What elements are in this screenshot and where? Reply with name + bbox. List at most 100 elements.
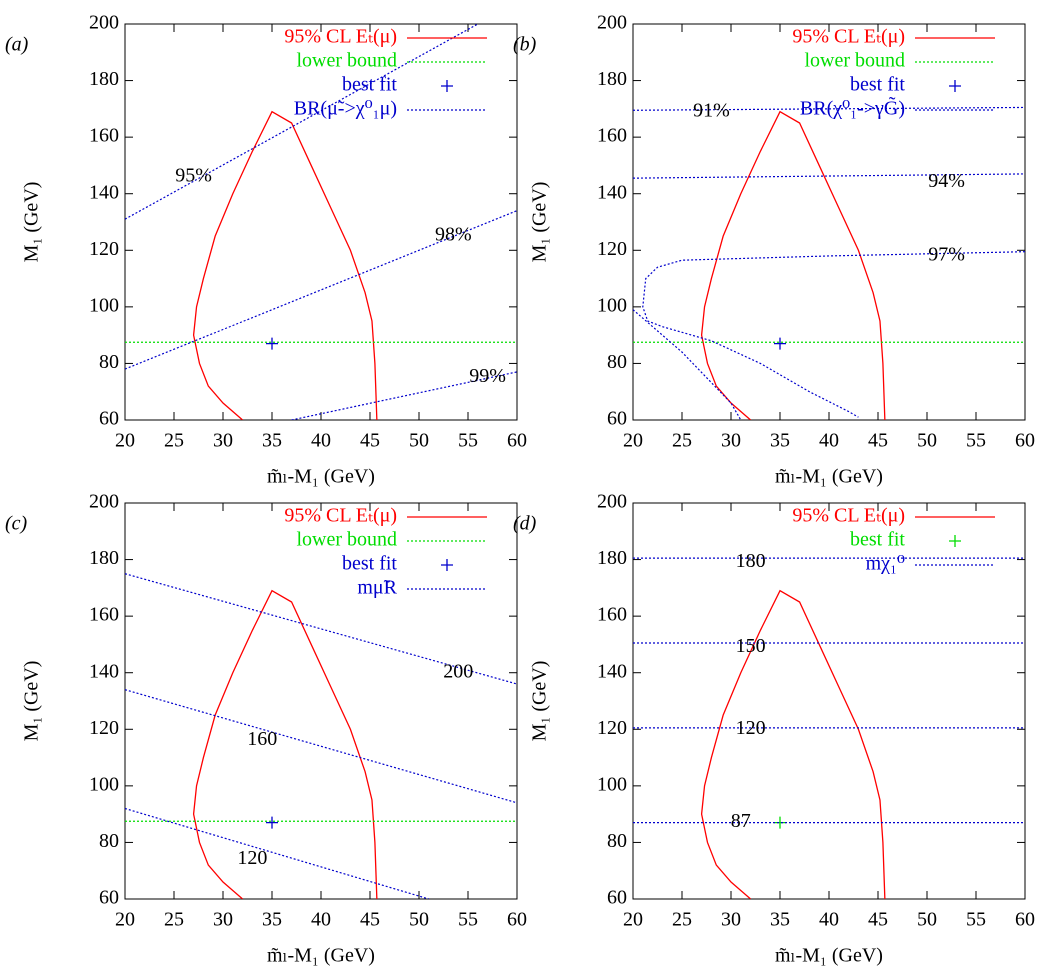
series-line	[192, 589, 378, 899]
y-tick-label: 180	[597, 68, 627, 90]
panel-label: (c)	[5, 513, 28, 535]
panel-label: (a)	[5, 34, 29, 56]
legend-label: 95% CL Eₜ(μ)	[792, 26, 905, 48]
series-line	[125, 807, 429, 899]
x-tick-label: 40	[819, 909, 839, 931]
series-line	[633, 309, 742, 420]
x-tick-label: 40	[311, 909, 331, 931]
plot-area	[633, 106, 1025, 420]
point-marker	[441, 559, 453, 571]
series-line	[633, 106, 1025, 111]
point-marker	[774, 816, 786, 829]
x-tick-label: 25	[164, 909, 184, 931]
x-tick-label: 30	[213, 909, 233, 931]
contour-label: 180	[736, 550, 766, 572]
series-line	[125, 24, 479, 220]
x-tick-label: 50	[409, 430, 429, 452]
y-tick-label: 80	[607, 351, 627, 373]
plot-frame	[124, 23, 518, 421]
panel: 20 25 30 35 40 45 50 55 60 60 80 100 120 140 160 180 200…	[513, 491, 1035, 967]
y-tick-label: 160	[597, 125, 627, 147]
y-tick-label: 80	[99, 830, 119, 852]
panel: 20 25 30 35 40 45 50 55 60 60 80 100 120 140 160 180 200…	[5, 491, 527, 967]
y-tick-label: 140	[89, 181, 119, 203]
contour-label: 150	[736, 635, 766, 657]
x-tick-label: 60	[507, 430, 527, 452]
x-tick-label: 40	[311, 430, 331, 452]
plot-area	[125, 573, 517, 899]
y-tick-label: 200	[597, 12, 627, 34]
x-tick-label: 35	[770, 909, 790, 931]
point-marker	[266, 816, 278, 829]
y-tick-label: 120	[89, 238, 119, 260]
y-tick-label: 200	[597, 491, 627, 513]
y-tick-label: 60	[99, 887, 119, 909]
plot-area	[125, 24, 517, 420]
point-marker	[949, 80, 961, 92]
y-tick-label: 160	[89, 604, 119, 626]
legend-label: mμ̃R	[357, 577, 397, 599]
x-tick-label: 20	[115, 909, 135, 931]
contour-label: 98%	[435, 224, 472, 246]
legend-label: lower bound	[296, 50, 397, 72]
x-tick-label: 45	[360, 909, 380, 931]
x-tick-label: 55	[458, 430, 478, 452]
y-tick-label: 120	[89, 717, 119, 739]
x-tick-label: 35	[262, 430, 282, 452]
x-tick-label: 50	[917, 430, 937, 452]
point-marker	[774, 337, 786, 350]
contour-label: 97%	[928, 244, 965, 266]
y-tick-label: 140	[89, 660, 119, 682]
x-tick-label: 30	[213, 430, 233, 452]
contour-label: 160	[247, 728, 277, 750]
x-tick-label: 35	[262, 909, 282, 931]
series-line	[700, 589, 886, 899]
legend-label: BR(χ⁰₁->γG̃)	[800, 96, 905, 120]
contour-label: 120	[736, 717, 766, 739]
y-tick-label: 80	[607, 830, 627, 852]
y-tick-label: 160	[89, 125, 119, 147]
x-tick-label: 25	[164, 430, 184, 452]
x-tick-label: 60	[1015, 909, 1035, 931]
point-marker	[949, 535, 961, 547]
y-tick-label: 180	[89, 68, 119, 90]
y-tick-label: 160	[597, 604, 627, 626]
x-tick-label: 25	[672, 430, 692, 452]
series-line	[633, 173, 1025, 179]
y-axis-label: M₁ (GeV)	[21, 661, 43, 742]
series-line	[192, 110, 378, 420]
contour-label: 95%	[175, 164, 212, 186]
x-tick-label: 20	[115, 430, 135, 452]
panel-label: (b)	[513, 34, 537, 56]
y-tick-label: 140	[597, 181, 627, 203]
x-tick-label: 30	[721, 909, 741, 931]
y-tick-label: 100	[89, 294, 119, 316]
series-line	[125, 689, 517, 804]
x-tick-label: 45	[868, 909, 888, 931]
series-line	[291, 371, 517, 420]
legend-label: 95% CL Eₜ(μ)	[284, 505, 397, 527]
x-tick-label: 60	[1015, 430, 1035, 452]
y-tick-label: 100	[597, 773, 627, 795]
point-marker	[266, 337, 278, 350]
plot-frame	[124, 502, 518, 900]
x-tick-label: 20	[623, 909, 643, 931]
x-axis-label: m̃ₗ-M₁ (GeV)	[775, 466, 883, 488]
legend-label: BR(μ̃->χ⁰₁μ)	[294, 98, 397, 120]
x-tick-label: 25	[672, 909, 692, 931]
panel: 20 25 30 35 40 45 50 55 60 60 80 100 120 140 160 180 200…	[513, 12, 1035, 488]
plot-area	[633, 557, 1025, 899]
x-axis-label: m̃ₗ-M₁ (GeV)	[775, 945, 883, 967]
panel: 20 25 30 35 40 45 50 55 60 60 80 100 120 140 160 180 200…	[5, 12, 527, 488]
series-line	[125, 210, 517, 370]
y-tick-label: 60	[607, 408, 627, 430]
legend-label: 95% CL Eₜ(μ)	[284, 26, 397, 48]
x-tick-label: 55	[458, 909, 478, 931]
contour-label: 94%	[928, 170, 965, 192]
x-tick-label: 45	[360, 430, 380, 452]
contour-label: 87	[731, 810, 751, 832]
y-tick-label: 80	[99, 351, 119, 373]
panel-label: (d)	[513, 513, 537, 535]
